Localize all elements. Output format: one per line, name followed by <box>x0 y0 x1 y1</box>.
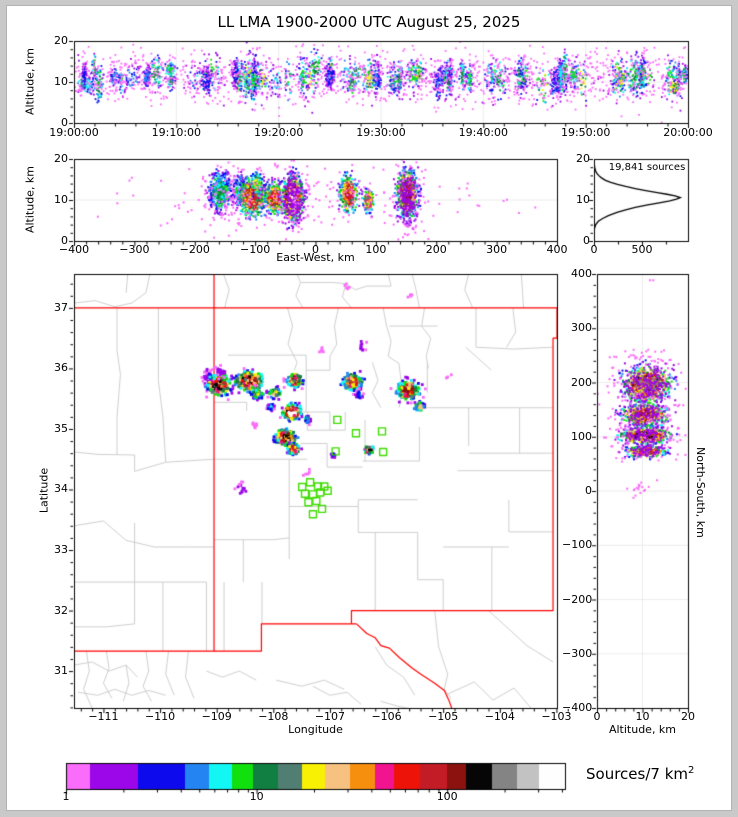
tick-label: 19:50:00 <box>560 126 611 139</box>
colorbar-label: Sources/7 km2 <box>586 765 695 783</box>
tick-label: −106 <box>371 710 402 723</box>
ew-panel-xlabel: East-West, km <box>276 251 355 264</box>
tick-label: −103 <box>541 710 572 723</box>
tick-label: 19:40:00 <box>458 126 509 139</box>
plan-view-map-panel <box>62 262 569 720</box>
tick-label: 100 <box>436 790 458 803</box>
altitude-histogram-panel <box>582 147 700 253</box>
tick-label: −400 <box>562 701 593 714</box>
tick-label: 19:10:00 <box>151 126 202 139</box>
tick-label: 19:30:00 <box>356 126 406 139</box>
tick-label: 20:00:00 <box>663 126 713 139</box>
tick-label: −300 <box>119 243 150 256</box>
tick-label: −104 <box>484 710 515 723</box>
east-west-height-panel <box>62 147 569 253</box>
tick-label: 0 <box>585 484 592 497</box>
tick-label: −200 <box>562 592 593 606</box>
tick-label: 10 <box>576 193 590 206</box>
tick-label: 400 <box>571 267 592 280</box>
source-count-annotation: 19,841 sources <box>608 162 686 173</box>
plot-title: LL LMA 1900-2000 UTC August 25, 2025 <box>217 13 521 31</box>
map-xlabel: Longitude <box>288 723 343 736</box>
tick-label: 20 <box>681 710 695 723</box>
tick-label: 20 <box>54 34 68 47</box>
tick-label: 1 <box>62 790 70 803</box>
tick-label: 19:20:00 <box>253 126 304 139</box>
tick-label: 36 <box>54 361 68 375</box>
tick-label: 0 <box>61 116 68 129</box>
tick-label: 10 <box>54 193 68 206</box>
ew-panel-ylabel: Altitude, km <box>23 165 37 234</box>
tick-label: 0 <box>61 234 68 247</box>
tick-label: 100 <box>571 429 592 443</box>
tick-label: 32 <box>54 603 68 617</box>
tick-label: 37 <box>54 300 68 314</box>
tick-label: −107 <box>314 710 346 723</box>
tick-label: −100 <box>562 538 593 552</box>
tick-label: 300 <box>571 321 592 335</box>
tick-label: 33 <box>54 543 68 557</box>
tick-label: 200 <box>571 375 592 389</box>
tick-label: 0 <box>593 710 601 723</box>
tick-label: 35 <box>54 421 68 435</box>
tick-label: 0 <box>583 234 590 247</box>
ns-panel-xlabel: Altitude, km <box>608 723 677 736</box>
tick-label: 10 <box>635 710 650 723</box>
time-height-panel <box>62 29 700 135</box>
tick-label: 10 <box>249 790 264 803</box>
tick-label: 0 <box>312 243 319 256</box>
tick-label: 100 <box>365 243 387 256</box>
tick-label: 20 <box>54 152 68 165</box>
tick-label: −111 <box>88 710 119 723</box>
tick-label: −110 <box>144 710 176 723</box>
tick-label: −200 <box>179 243 210 256</box>
tick-label: −100 <box>240 243 271 256</box>
tick-label: −300 <box>562 646 593 660</box>
tick-label: 300 <box>486 243 508 256</box>
tick-label: 20 <box>576 152 590 165</box>
tick-label: 500 <box>631 243 653 256</box>
colorbar <box>54 751 577 801</box>
ns-panel-ylabel: North-South, km <box>694 446 707 538</box>
tick-label: 31 <box>54 664 68 678</box>
tick-label: 19:00:00 <box>49 126 99 139</box>
time-panel-ylabel: Altitude, km <box>23 47 37 116</box>
tick-label: 400 <box>546 243 568 256</box>
tick-label: 200 <box>425 243 447 256</box>
tick-label: 34 <box>54 482 68 496</box>
tick-label: −105 <box>428 710 459 723</box>
tick-label: 10 <box>54 75 68 88</box>
tick-label: −109 <box>201 710 232 723</box>
tick-label: −108 <box>258 710 289 723</box>
tick-label: 0 <box>590 243 598 256</box>
north-south-height-panel <box>585 262 700 720</box>
tick-label: −400 <box>58 243 90 256</box>
